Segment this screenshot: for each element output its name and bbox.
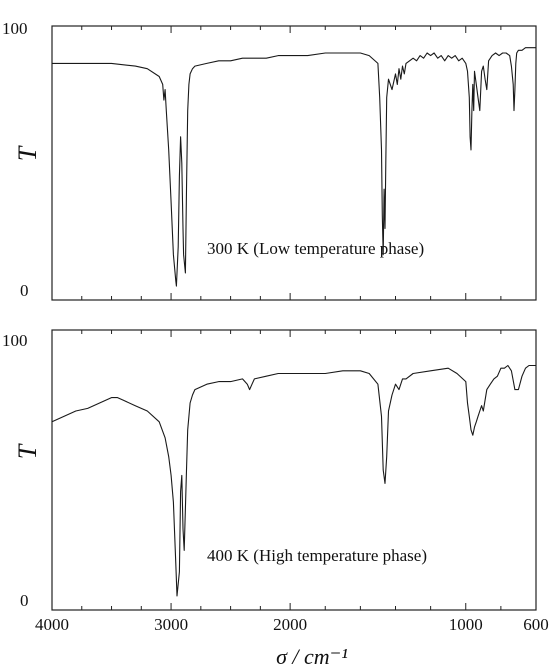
spectrum-trace	[52, 47, 536, 287]
y-axis-label: T	[13, 443, 42, 459]
plot-frame	[51, 329, 537, 611]
spectrum-trace	[51, 364, 536, 597]
x-tick-labels: 4000 3000 2000 1000 600	[35, 615, 549, 634]
x-tick-label: 3000	[154, 615, 188, 634]
y-axis-label: T	[13, 145, 42, 161]
x-axis-label: σ / cm⁻¹	[276, 644, 348, 668]
y-tick-label-max: 100	[2, 19, 28, 38]
plot-frame	[51, 25, 537, 301]
x-tick-label: 600	[523, 615, 549, 634]
temperature-annotation: 300 K (Low temperature phase)	[207, 239, 424, 258]
x-ticks	[51, 330, 537, 610]
temperature-annotation: 400 K (High temperature phase)	[207, 546, 427, 565]
y-tick-label-min: 0	[20, 591, 29, 610]
panel-400k: 100 0 T 400 K (High temperature phase) 4…	[2, 329, 549, 668]
panel-300k: 100 0 T 300 K (Low temperature phase)	[2, 19, 537, 301]
y-tick-label-min: 0	[20, 281, 29, 300]
x-tick-label: 4000	[35, 615, 69, 634]
x-tick-label: 2000	[273, 615, 307, 634]
y-tick-label-max: 100	[2, 331, 28, 350]
x-ticks	[51, 26, 537, 300]
x-tick-label: 1000	[449, 615, 483, 634]
